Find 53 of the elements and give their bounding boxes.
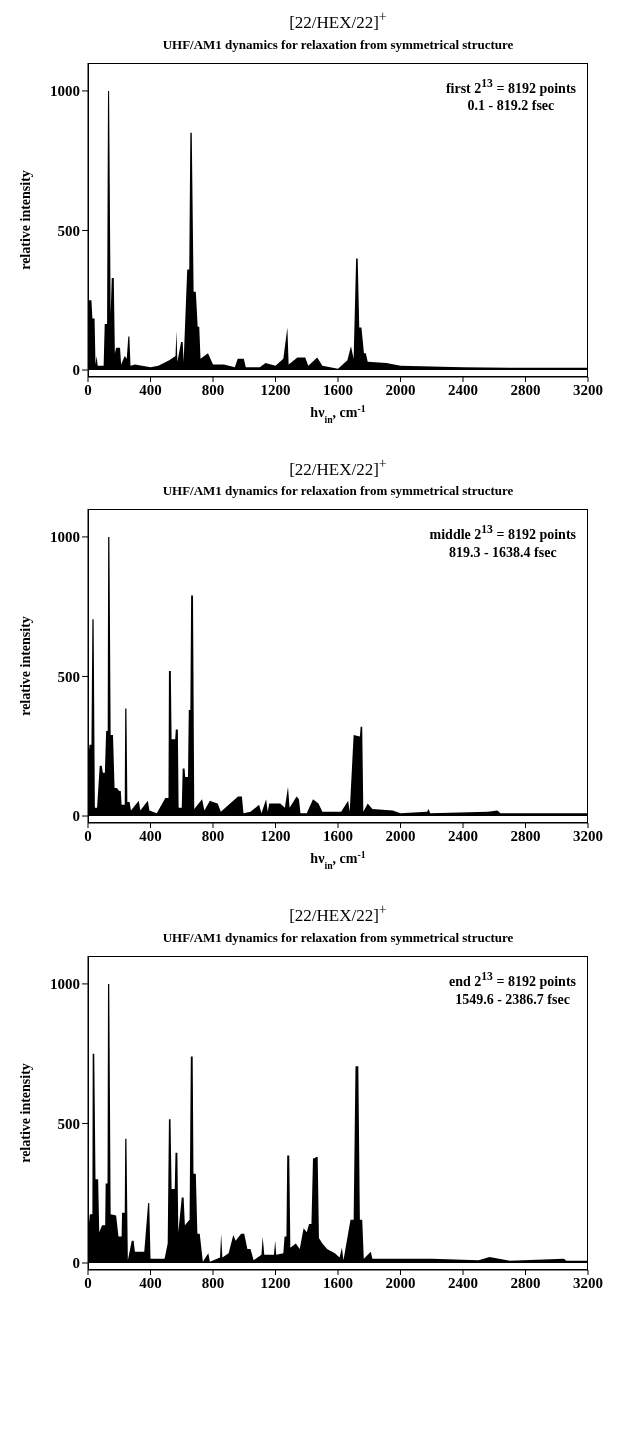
x-tick-label: 2400: [448, 381, 478, 398]
y-tick-label: 1000: [50, 529, 80, 546]
y-tick-label: 500: [57, 669, 80, 686]
annotation: first 2$^{13}$ = 8192 points: [445, 75, 576, 98]
x-tick-label: 1600: [323, 1274, 353, 1291]
annotation: end 2$^{13}$ = 8192 points: [448, 968, 576, 991]
x-tick-label: 400: [139, 1274, 162, 1291]
x-tick-label: 400: [139, 827, 162, 844]
x-tick-label: 2000: [385, 381, 416, 398]
annotation: middle 2$^{13}$ = 8192 points: [429, 522, 576, 544]
x-tick-label: 400: [139, 381, 162, 398]
x-tick-label: 800: [201, 827, 225, 844]
chart-title: [22/HEX/22]$^{+}$: [288, 8, 388, 33]
y-tick-label: 0: [72, 362, 80, 378]
x-tick-label: 0: [84, 1274, 92, 1291]
chart-subtitle: UHF/AM1 dynamics for relaxation from symmetrical structure: [161, 36, 515, 53]
x-tick-label: 3200: [573, 1274, 603, 1291]
y-tick-label: 500: [57, 222, 80, 239]
y-tick-label: 0: [72, 808, 80, 825]
x-tick-label: 2000: [385, 827, 416, 844]
y-tick-label: 500: [57, 1115, 80, 1132]
x-tick-label: 2000: [385, 1274, 416, 1291]
y-axis-title: relative intensity: [18, 1063, 33, 1163]
y-tick-label: 1000: [50, 82, 80, 99]
annotation: 0.1 - 819.2 fsec: [466, 97, 556, 116]
x-tick-label: 0: [84, 381, 92, 398]
x-tick-label: 1200: [260, 827, 291, 844]
x-axis-title: hν$_{in}$, cm$^{-1}$: [310, 402, 366, 425]
y-axis-title: relative intensity: [18, 169, 33, 270]
y-tick-label: 1000: [50, 976, 80, 993]
x-tick-label: 2400: [448, 1274, 478, 1291]
x-tick-label: 1600: [323, 827, 353, 844]
x-tick-label: 1600: [323, 381, 353, 398]
annotation: 1549.6 - 2386.7 fsec: [454, 990, 571, 1009]
x-tick-label: 3200: [573, 827, 603, 844]
chart-title: [22/HEX/22]$^{+}$: [288, 901, 388, 926]
chart-subtitle: UHF/AM1 dynamics for relaxation from symmetrical structure: [161, 483, 515, 500]
x-tick-label: 800: [201, 1274, 225, 1291]
annotation: 819.3 - 1638.4 fsec: [447, 543, 558, 562]
x-tick-label: 1200: [260, 1274, 291, 1291]
x-tick-label: 2800: [510, 381, 541, 398]
x-tick-label: 1200: [260, 381, 291, 398]
x-axis-title: hν$_{in}$, cm$^{-1}$: [310, 848, 366, 871]
chart-title: [22/HEX/22]$^{+}$: [288, 454, 388, 480]
x-tick-label: 2800: [510, 1274, 541, 1291]
x-tick-label: 800: [201, 381, 225, 398]
x-tick-label: 0: [84, 827, 92, 844]
y-tick-label: 0: [72, 1255, 80, 1272]
x-tick-label: 3200: [573, 381, 603, 398]
chart-subtitle: UHF/AM1 dynamics for relaxation from symmetrical structure: [161, 929, 515, 946]
x-tick-label: 2800: [510, 827, 541, 844]
x-tick-label: 2400: [448, 827, 478, 844]
y-axis-title: relative intensity: [18, 616, 33, 717]
